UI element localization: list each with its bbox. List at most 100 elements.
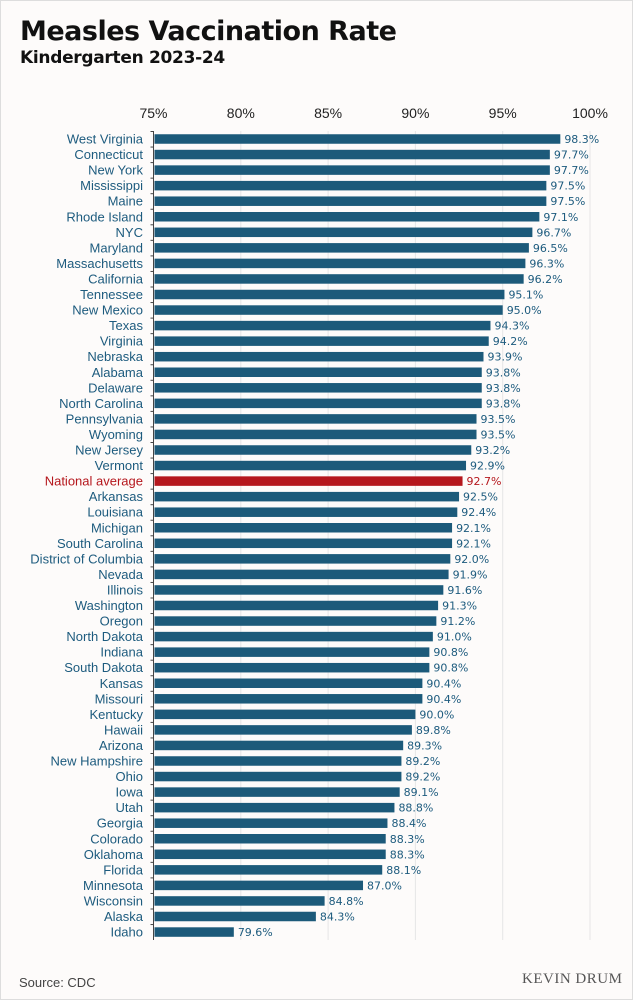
bar xyxy=(154,600,439,611)
bar xyxy=(154,678,423,688)
value-label: 92.9% xyxy=(470,460,505,473)
category-label: Nebraska xyxy=(87,349,143,364)
value-label: 91.6% xyxy=(447,584,482,597)
value-label: 96.7% xyxy=(536,226,571,239)
bar xyxy=(154,196,547,206)
bar xyxy=(154,243,529,253)
category-label: South Dakota xyxy=(64,660,144,675)
bar xyxy=(154,631,433,642)
bar xyxy=(154,834,386,844)
category-label: Utah xyxy=(116,800,143,815)
bar xyxy=(154,476,463,486)
bar xyxy=(154,569,449,580)
bar xyxy=(154,414,477,424)
bar xyxy=(154,351,484,362)
bar xyxy=(154,149,550,160)
value-label: 91.0% xyxy=(437,631,472,644)
category-label: Louisiana xyxy=(87,505,143,520)
category-label: West Virginia xyxy=(67,132,144,147)
bar xyxy=(154,523,453,533)
bar xyxy=(154,802,395,813)
value-label: 92.7% xyxy=(467,475,502,488)
value-label: 89.2% xyxy=(405,755,440,768)
bar xyxy=(154,880,364,891)
bar xyxy=(154,460,467,471)
category-label: Oregon xyxy=(100,614,143,629)
category-label: NYC xyxy=(116,225,143,240)
category-label: New York xyxy=(88,163,143,178)
value-label: 89.3% xyxy=(407,739,442,752)
category-label: Pennsylvania xyxy=(66,411,144,426)
value-label: 88.3% xyxy=(390,848,425,861)
category-label: Delaware xyxy=(88,380,143,395)
category-label: Texas xyxy=(109,318,143,333)
category-label: Kansas xyxy=(100,676,144,691)
category-label: Oklahoma xyxy=(84,847,144,862)
x-tick-label: 95% xyxy=(489,105,517,121)
value-label: 94.3% xyxy=(494,320,529,333)
value-label: 93.8% xyxy=(486,366,521,379)
category-label: Virginia xyxy=(100,334,144,349)
category-label: Washington xyxy=(75,598,143,613)
category-label: Vermont xyxy=(95,458,144,473)
bar xyxy=(154,616,437,626)
value-label: 84.3% xyxy=(320,911,355,924)
category-label: North Dakota xyxy=(66,629,143,644)
category-label: Colorado xyxy=(90,831,143,846)
bar xyxy=(154,305,503,315)
value-label: 93.2% xyxy=(475,444,510,457)
bar xyxy=(154,647,430,657)
value-label: 97.1% xyxy=(543,211,578,224)
value-label: 96.2% xyxy=(528,273,563,286)
category-label: Florida xyxy=(103,862,144,877)
bar xyxy=(154,180,547,191)
bar xyxy=(154,787,400,797)
category-label: South Carolina xyxy=(57,536,144,551)
bar xyxy=(154,725,412,735)
value-label: 90.0% xyxy=(419,708,454,721)
bar xyxy=(154,927,234,937)
category-label: New Hampshire xyxy=(51,754,143,769)
bar xyxy=(154,258,526,269)
category-label: Alaska xyxy=(104,909,144,924)
value-label: 91.3% xyxy=(442,600,477,613)
category-label: Georgia xyxy=(97,816,144,831)
value-label: 79.6% xyxy=(238,926,273,939)
bar xyxy=(154,212,540,222)
bar xyxy=(154,165,550,175)
bar xyxy=(154,429,477,440)
category-label: Nevada xyxy=(98,567,144,582)
bar xyxy=(154,507,458,517)
category-label: New Jersey xyxy=(75,443,143,458)
category-label: Hawaii xyxy=(104,722,143,737)
category-label: Michigan xyxy=(91,520,143,535)
value-label: 90.8% xyxy=(433,646,468,659)
value-label: 93.8% xyxy=(486,397,521,410)
chart-title: Measles Vaccination Rate xyxy=(20,16,397,47)
category-label: Wyoming xyxy=(89,427,143,442)
kevin-drum-logo: KEVIN DRUM xyxy=(522,971,623,987)
bar xyxy=(154,320,491,331)
bar xyxy=(154,554,451,564)
category-label: Connecticut xyxy=(74,147,143,162)
bar xyxy=(154,274,524,284)
bar xyxy=(154,227,533,238)
value-label: 96.3% xyxy=(529,257,564,270)
bar xyxy=(154,289,505,300)
x-tick-label: 100% xyxy=(572,105,608,121)
category-label: Maine xyxy=(108,194,143,209)
value-label: 92.5% xyxy=(463,491,498,504)
value-label: 96.5% xyxy=(533,242,568,255)
category-label: Ohio xyxy=(116,769,143,784)
category-label: Tennessee xyxy=(80,287,143,302)
source-note: Source: CDC xyxy=(19,975,96,990)
bar xyxy=(154,911,316,922)
bar xyxy=(154,445,472,455)
value-label: 92.1% xyxy=(456,522,491,535)
value-label: 88.8% xyxy=(398,802,433,815)
bar xyxy=(154,849,386,860)
value-label: 89.2% xyxy=(405,771,440,784)
value-label: 93.5% xyxy=(481,413,516,426)
value-label: 93.9% xyxy=(487,351,522,364)
